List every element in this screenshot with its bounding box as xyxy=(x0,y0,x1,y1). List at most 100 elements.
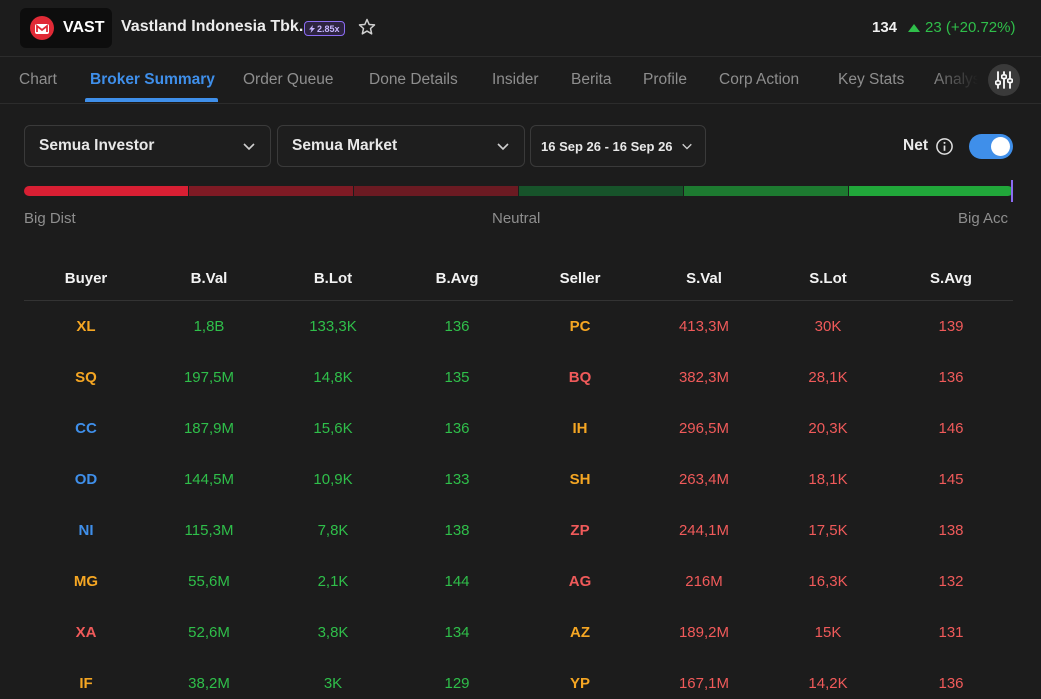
table-row[interactable]: XL 1,8B 133,3K 136 PC 413,3M 30K 139 xyxy=(24,302,1013,353)
buyer-broker-code[interactable]: OD xyxy=(74,471,98,488)
savg-cell: 136 xyxy=(938,369,964,386)
multiplier-value: 2.85x xyxy=(317,23,340,34)
seller-broker-code[interactable]: AZ xyxy=(570,624,590,641)
column-header-s-val[interactable]: S.Val xyxy=(686,270,722,287)
table-row[interactable]: MG 55,6M 2,1K 144 AG 216M 16,3K 132 xyxy=(24,557,1013,608)
bval-cell: 187,9M xyxy=(183,420,235,437)
bavg-cell: 133 xyxy=(444,471,470,488)
column-header-b-avg[interactable]: B.Avg xyxy=(435,270,479,287)
bavg-cell: 135 xyxy=(444,369,470,386)
blot-cell: 133,3K xyxy=(309,318,357,335)
star-icon[interactable] xyxy=(357,17,377,37)
distribution-marker xyxy=(1011,180,1013,202)
tab-chart[interactable]: Chart xyxy=(19,71,57,88)
seller-broker-code[interactable]: IH xyxy=(572,420,588,437)
buyer-broker-code[interactable]: NI xyxy=(78,522,94,539)
bavg-cell: 144 xyxy=(444,573,470,590)
company-logo-icon xyxy=(30,16,54,40)
table-row[interactable]: XA 52,6M 3,8K 134 AZ 189,2M 15K 131 xyxy=(24,608,1013,659)
table-row[interactable]: SQ 197,5M 14,8K 135 BQ 382,3M 28,1K 136 xyxy=(24,353,1013,404)
buyer-broker-code[interactable]: IF xyxy=(79,675,93,692)
column-header-b-lot[interactable]: B.Lot xyxy=(313,270,353,287)
distribution-segment xyxy=(354,186,518,196)
blot-cell: 7,8K xyxy=(317,522,349,539)
bval-cell: 115,3M xyxy=(184,522,234,539)
net-label: Net xyxy=(903,137,928,154)
bval-cell: 55,6M xyxy=(188,573,230,590)
sliders-icon xyxy=(994,71,1014,89)
blot-cell: 10,9K xyxy=(313,471,353,488)
buyer-broker-code[interactable]: CC xyxy=(75,420,97,437)
column-header-s-lot[interactable]: S.Lot xyxy=(809,270,847,287)
savg-cell: 139 xyxy=(938,318,964,335)
chevron-down-icon xyxy=(243,143,255,151)
bavg-cell: 129 xyxy=(444,675,470,692)
savg-cell: 131 xyxy=(938,624,964,641)
distribution-segment xyxy=(519,186,683,196)
distribution-segment xyxy=(189,186,353,196)
seller-broker-code[interactable]: SH xyxy=(569,471,591,488)
column-header-seller[interactable]: Seller xyxy=(559,270,601,287)
last-price: 134 xyxy=(872,19,898,36)
date-range-value: 16 Sep 26 - 16 Sep 26 xyxy=(541,138,673,154)
tab-corp-action[interactable]: Corp Action xyxy=(719,71,800,88)
seller-broker-code[interactable]: AG xyxy=(568,573,592,590)
distribution-segment xyxy=(684,186,848,196)
info-icon[interactable] xyxy=(935,137,954,156)
table-row[interactable]: OD 144,5M 10,9K 133 SH 263,4M 18,1K 145 xyxy=(24,455,1013,506)
company-name: Vastland Indonesia Tbk. xyxy=(121,18,304,35)
column-header-b-val[interactable]: B.Val xyxy=(190,270,228,287)
seller-broker-code[interactable]: PC xyxy=(569,318,591,335)
savg-cell: 145 xyxy=(938,471,964,488)
table-row[interactable]: CC 187,9M 15,6K 136 IH 296,5M 20,3K 146 xyxy=(24,404,1013,455)
tab-profile[interactable]: Profile xyxy=(643,71,687,88)
price-change: 23 (+20.72%) xyxy=(908,19,1015,36)
market-dropdown[interactable]: Semua Market xyxy=(277,125,525,167)
net-toggle[interactable] xyxy=(969,134,1013,159)
toggle-knob xyxy=(991,137,1010,156)
settings-button[interactable] xyxy=(988,64,1020,96)
buyer-broker-code[interactable]: SQ xyxy=(75,369,97,386)
distribution-segment xyxy=(24,186,188,196)
seller-broker-code[interactable]: ZP xyxy=(570,522,590,539)
date-range-dropdown[interactable]: 16 Sep 26 - 16 Sep 26 xyxy=(530,125,706,167)
tab-insider[interactable]: Insider xyxy=(492,71,539,88)
buyer-broker-code[interactable]: MG xyxy=(73,573,99,590)
buyer-broker-code[interactable]: XA xyxy=(75,624,97,641)
slot-cell: 16,3K xyxy=(808,573,848,590)
divider xyxy=(0,103,1041,104)
column-header-s-avg[interactable]: S.Avg xyxy=(930,270,972,287)
bval-cell: 197,5M xyxy=(183,369,235,386)
tab-berita[interactable]: Berita xyxy=(571,71,612,88)
slot-cell: 17,5K xyxy=(808,522,848,539)
table-row[interactable]: NI 115,3M 7,8K 138 ZP 244,1M 17,5K 138 xyxy=(24,506,1013,557)
multiplier-badge: 2.85x xyxy=(304,21,345,36)
arrow-up-icon xyxy=(908,23,920,32)
ticker-chip[interactable]: VAST xyxy=(20,8,112,48)
seller-broker-code[interactable]: YP xyxy=(569,675,590,692)
tab-done-details[interactable]: Done Details xyxy=(369,71,458,88)
market-dropdown-value: Semua Market xyxy=(292,137,398,154)
table-row[interactable]: IF 38,2M 3K 129 YP 167,1M 14,2K 136 xyxy=(24,659,1013,699)
tab-key-stats[interactable]: Key Stats xyxy=(838,71,905,88)
bavg-cell: 138 xyxy=(444,522,470,539)
seller-broker-code[interactable]: BQ xyxy=(568,369,592,386)
sval-cell: 382,3M xyxy=(678,369,730,386)
sval-cell: 216M xyxy=(685,573,723,590)
tab-order-queue[interactable]: Order Queue xyxy=(243,71,334,88)
investor-dropdown[interactable]: Semua Investor xyxy=(24,125,271,167)
table-header: Buyer B.Val B.Lot B.Avg Seller S.Val S.Lot S.Av… xyxy=(24,258,1013,301)
chevron-down-icon xyxy=(497,143,509,151)
slot-cell: 14,2K xyxy=(808,675,848,692)
big-acc-label: Big Acc xyxy=(958,210,1009,227)
slot-cell: 30K xyxy=(814,318,842,335)
sval-cell: 296,5M xyxy=(678,420,730,437)
column-header-buyer[interactable]: Buyer xyxy=(64,270,108,287)
active-tab-indicator xyxy=(85,98,218,102)
slot-cell: 15K xyxy=(814,624,842,641)
buyer-broker-code[interactable]: XL xyxy=(76,318,96,335)
chevron-down-icon xyxy=(682,143,692,150)
tab-broker-summary[interactable]: Broker Summary xyxy=(90,71,215,88)
bavg-cell: 136 xyxy=(444,318,470,335)
savg-cell: 136 xyxy=(938,675,964,692)
